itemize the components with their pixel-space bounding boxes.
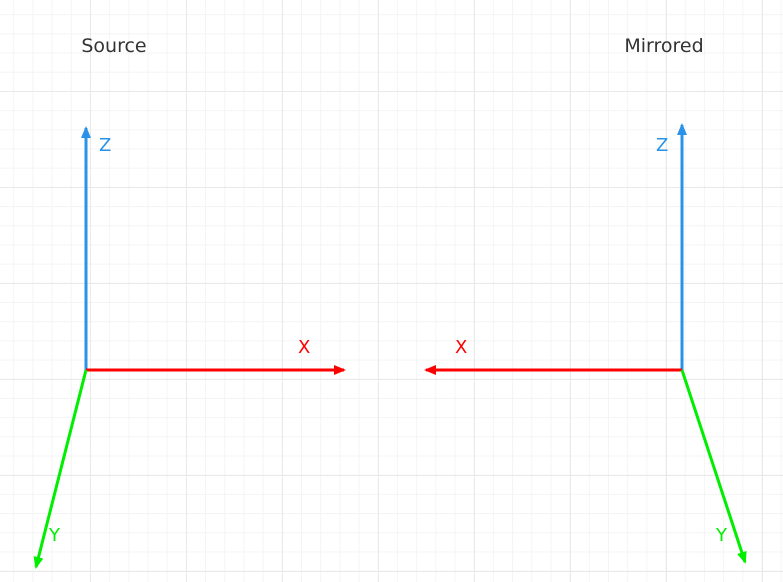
source-y-axis — [33, 369, 88, 569]
source-frame: Z X Y — [33, 126, 346, 569]
mirrored-y-axis — [680, 369, 747, 564]
source-title: Source — [81, 35, 146, 57]
source-y-label: Y — [48, 525, 61, 546]
mirrored-z-label: Z — [656, 135, 668, 156]
mirrored-title: Mirrored — [624, 35, 703, 57]
source-z-label: Z — [99, 135, 111, 156]
source-x-label: X — [298, 337, 310, 358]
mirrored-frame: Z X Y — [424, 123, 747, 564]
mirrored-y-label: Y — [715, 525, 728, 546]
mirrored-x-label: X — [455, 337, 467, 358]
